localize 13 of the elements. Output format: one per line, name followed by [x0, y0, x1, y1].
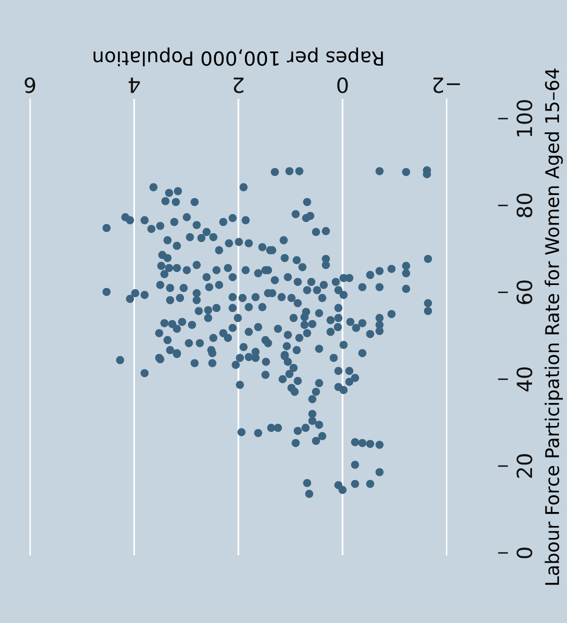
- y-tick-label: 40: [516, 367, 532, 392]
- x-tick-label: 4: [128, 78, 140, 93]
- y-tick-label: 60: [516, 280, 532, 304]
- y-tick-label: 0: [516, 548, 532, 558]
- y-tick-label: 20: [516, 454, 532, 478]
- y-tick-label: 80: [516, 194, 532, 218]
- x-tick-label: 6: [24, 77, 36, 94]
- x-tick-label: 0: [337, 77, 348, 94]
- x-tick-label: −2: [433, 78, 460, 94]
- y-axis-title: Labour Force Participation Rate for Women Aged 15–64: [544, 68, 563, 585]
- y-tick-label: 100: [516, 100, 532, 136]
- x-tick-label: 2: [234, 78, 244, 94]
- x-axis-title: Rapes per 100,000 Population: [94, 47, 383, 66]
